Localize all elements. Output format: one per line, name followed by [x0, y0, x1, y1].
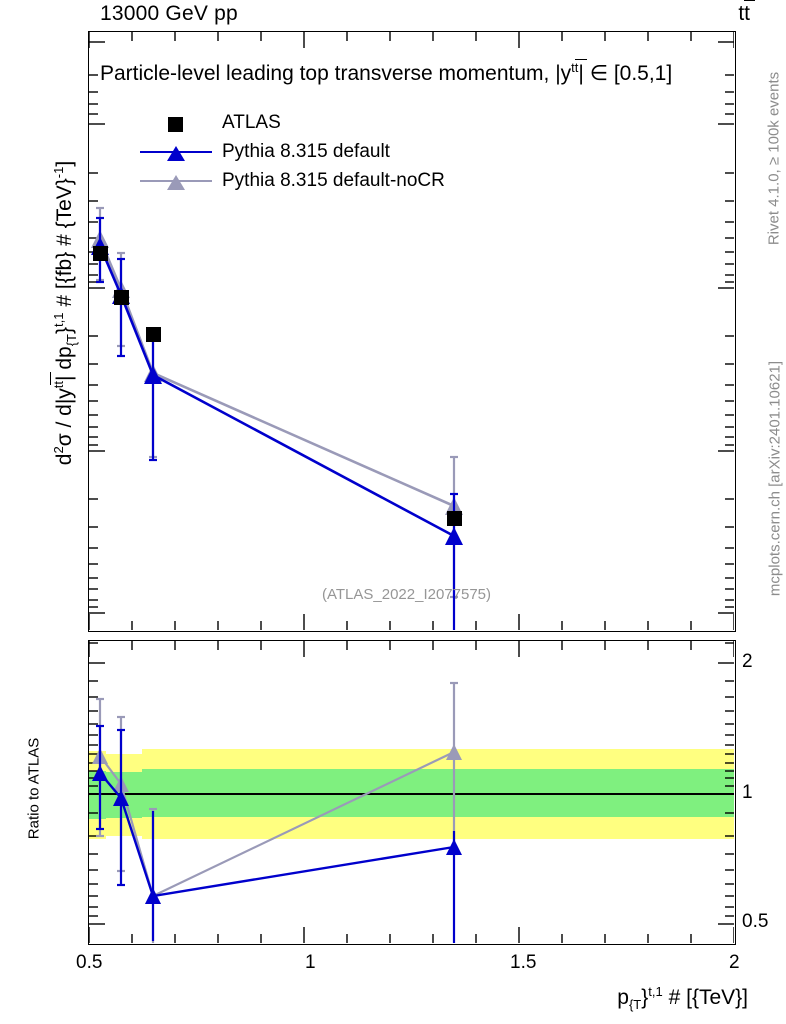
plot-title-prefix: Particle-level leading top transverse mo… [100, 62, 572, 85]
x-axis-label: p{T}t,1 # [{TeV}] [617, 984, 748, 1013]
x-axis-label-base: p [617, 986, 629, 1009]
x-axis-ticks-bottom [89, 614, 734, 630]
x-axis-label-sup: t,1 [648, 984, 663, 999]
main-plot-canvas [89, 32, 734, 630]
x-tick-label-1p5: 1.5 [510, 952, 537, 973]
ratio-tick-label-2-right: 2 [742, 651, 753, 672]
ratio-x-ticks [89, 641, 734, 943]
header-process-label: tt [738, 0, 756, 26]
x-tick-label-0p5: 0.5 [76, 952, 103, 973]
legend-label-pythia-default: Pythia 8.315 default [222, 140, 390, 162]
series-noCR-markers [91, 230, 463, 515]
main-plot-panel [88, 31, 736, 632]
y-axis-label-ratio: Ratio to ATLAS [25, 737, 43, 840]
plot-title-suffix: | ∈ [0.5,1] [578, 62, 673, 85]
legend-item-pythia-default[interactable]: Pythia 8.315 default [140, 137, 445, 166]
legend-item-pythia-nocr[interactable]: Pythia 8.315 default-noCR [140, 166, 445, 195]
series-pythia-default-main [91, 216, 463, 630]
ratio-y-ticks-left [89, 642, 105, 925]
x-tick-label-1: 1 [305, 952, 316, 973]
y-axis-ticks-right [718, 41, 734, 614]
mcplots-source-note: mcplots.cern.ch [arXiv:2401.10621] [766, 360, 784, 597]
series-noCR-main [91, 206, 463, 599]
ratio-default-markers [92, 765, 462, 904]
y-axis-ticks-left [89, 41, 105, 614]
overline-bar [744, 0, 756, 2]
legend-key-atlas [140, 113, 212, 133]
legend-label-atlas: ATLAS [222, 111, 281, 133]
ratio-y-ticks-right [718, 642, 734, 925]
x-axis-label-sub: {T [628, 997, 642, 1013]
square-marker-icon [168, 116, 183, 132]
ratio-tick-label-1-right: 1 [742, 782, 753, 803]
rivet-version-note: Rivet 4.1.0, ≥ 100k events [765, 71, 783, 246]
legend-item-atlas[interactable]: ATLAS [140, 108, 445, 137]
ratio-series-pythia-default [92, 724, 462, 943]
ratio-tick-label-0p5-right: 0.5 [742, 911, 769, 932]
x-axis-ticks-top [89, 32, 734, 48]
plot-title-superscript: tt [571, 60, 579, 75]
legend-key-pythia-default [140, 142, 212, 162]
series-atlas-markers [93, 246, 462, 526]
legend-key-pythia-nocr [140, 171, 212, 191]
legend: ATLAS Pythia 8.315 default Pythia 8.315 … [140, 108, 445, 195]
plot-title: Particle-level leading top transverse mo… [100, 58, 673, 86]
x-tick-label-2: 2 [729, 952, 740, 973]
ratio-plot-canvas [89, 641, 734, 943]
triangle-marker-icon [167, 145, 185, 161]
triangle-marker-icon [167, 174, 185, 190]
legend-label-pythia-nocr: Pythia 8.315 default-noCR [222, 169, 445, 191]
series-pythia-default-markers [91, 237, 463, 545]
header-beam-label: 13000 GeV pp [100, 2, 238, 25]
overline-bar [574, 58, 588, 61]
analysis-id-watermark: (ATLAS_2022_I2077575) [322, 586, 492, 603]
ratio-plot-panel [88, 640, 736, 945]
y-axis-label-main: d2σ / d|y tt| dp{T}t,1 # [{fb} # {TeV}-1] [49, 160, 80, 466]
header-process-text: tt [738, 2, 750, 25]
